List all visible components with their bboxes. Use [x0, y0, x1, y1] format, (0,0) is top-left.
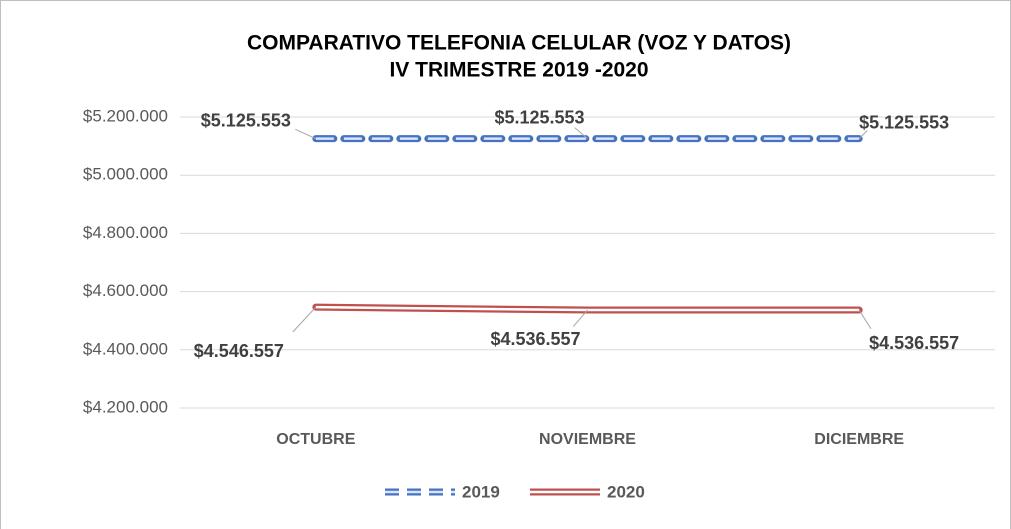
data-label: $5.125.553	[201, 110, 291, 130]
y-tick-label: $4.800.000	[83, 223, 168, 242]
leader-line	[858, 309, 872, 330]
data-label: $4.536.557	[869, 333, 959, 353]
legend-label: 2019	[462, 482, 500, 501]
y-tick-label: $4.200.000	[83, 397, 168, 416]
leader-line	[295, 128, 317, 140]
leader-line	[572, 309, 588, 327]
x-tick-label: DICIEMBRE	[814, 431, 904, 448]
chart-subtitle: IV TRIMESTRE 2019 -2020	[389, 59, 648, 82]
data-label: $4.536.557	[490, 329, 580, 349]
y-tick-label: $5.000.000	[83, 165, 168, 184]
chart-title: COMPARATIVO TELEFONIA CELULAR (VOZ Y DAT…	[247, 32, 791, 55]
legend-label: 2020	[607, 482, 645, 501]
leader-line	[574, 127, 588, 140]
x-tick-label: NOVIEMBRE	[539, 431, 636, 448]
y-tick-label: $4.600.000	[83, 281, 168, 300]
data-label: $5.125.553	[494, 107, 584, 127]
leader-line	[292, 306, 317, 333]
y-tick-label: $5.200.000	[83, 106, 168, 125]
data-label: $4.546.557	[194, 341, 284, 361]
y-tick-label: $4.400.000	[83, 339, 168, 358]
data-label: $5.125.553	[859, 112, 949, 132]
x-tick-label: OCTUBRE	[276, 431, 355, 448]
leader-line	[858, 130, 868, 140]
